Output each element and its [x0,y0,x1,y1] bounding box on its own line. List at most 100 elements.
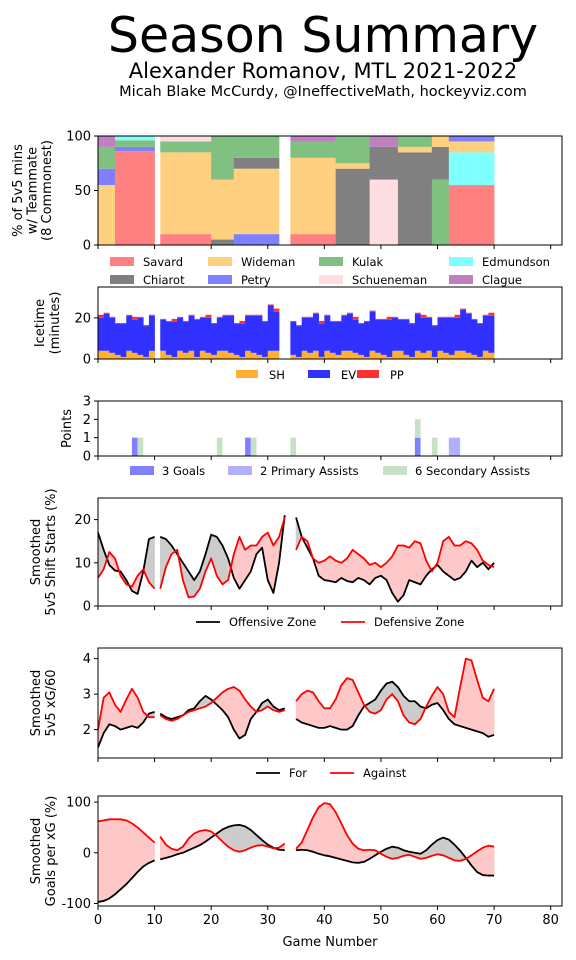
teammate-share-bar [437,146,444,180]
icetime-bar [250,352,257,359]
teammate-share-bar [482,185,489,245]
y-axis-label: Smoothed [29,818,44,884]
icetime-bar [307,316,314,318]
y-axis-label: 5v5 Shift Starts (%) [44,488,59,615]
xg60-legend: For Against [256,766,407,780]
teammate-share-bar [239,234,246,245]
teammate-share-bar [392,179,399,245]
series-line-against [295,802,495,862]
teammate-share-bar [465,141,472,153]
icetime-bar [120,356,127,359]
icetime-bar [397,318,404,320]
teammate-share-bar [171,141,178,153]
difference-fill [324,802,331,857]
icetime-bar [262,356,269,359]
teammate-share-bar [471,185,478,245]
teammate-share-bar [273,136,280,158]
series-line-defensive-zone [97,551,156,590]
teammate-share-bar [160,234,167,245]
teammate-share-bar [471,141,478,153]
teammate-share-bar [403,136,410,147]
icetime-bar [409,323,416,325]
teammate-share-bar [131,136,138,141]
icetime-bar [126,350,133,359]
teammate-share-bar [103,185,110,245]
teammate-share-bar [426,152,433,245]
icetime-bar [143,326,150,357]
teammate-share-bar [205,141,212,153]
icetime-bar [205,352,212,359]
teammate-share-bar [392,136,399,147]
teammate-share-bar [477,185,484,245]
y-tick-label: 0 [83,846,91,861]
teammate-share-bar [482,141,489,153]
teammate-share-bar [414,136,421,147]
icetime-bar [160,319,167,351]
icetime-bar [335,321,342,355]
teammate-share-bar [165,141,172,153]
teammate-share-bar [431,179,438,245]
difference-fill [352,549,359,583]
icetime-bar [488,352,495,359]
series-line-for [295,836,495,877]
series-line-against [159,686,286,722]
teammate-share-bar [375,179,382,245]
teammate-share-bar [194,141,201,153]
icetime-bar [465,312,472,314]
teammate-share-bar [182,136,189,142]
y-tick-label: 100 [66,130,91,145]
icetime-bar [148,314,155,316]
icetime-bar [109,316,116,318]
teammate-share-bar [131,151,138,245]
icetime-bar [143,356,150,359]
teammate-share-bar [369,136,376,147]
icetime-bar [188,315,195,351]
teammate-share-bar [262,168,269,235]
legend-label-petry: Petry [241,273,271,287]
icetime-bar [358,323,365,325]
icetime-bar [335,354,342,359]
x-tick-label: 40 [316,913,333,928]
teammate-share-bar [137,140,144,147]
teammate-share-bar [126,146,133,152]
icetime-bar [460,309,467,351]
icetime-bar [148,315,155,351]
icetime-bar [369,310,376,312]
teammate-share-bar [301,141,308,158]
teammate-share-bar [143,136,150,141]
icetime-bar [341,350,348,359]
legend-swatch-pp [357,370,379,378]
series-line-for [97,711,155,748]
teammate-share-bar [177,136,184,142]
x-tick-label: 10 [146,913,163,928]
legend-label-ev: EV [341,368,356,382]
teammate-share-bar [330,136,336,142]
icetime-bar [239,356,246,359]
legend-swatch [383,466,407,475]
icetime-bar [414,313,421,351]
icetime-bar [318,324,325,357]
icetime-bar [216,350,223,359]
teammate-share-bar [307,234,314,245]
axes-frame [97,647,563,759]
teammate-share-bar [194,152,201,235]
icetime-bar [228,315,235,353]
teammate-share-bar [369,179,376,245]
teammate-share-bar [233,168,240,235]
teammate-share-bar [267,168,274,235]
teammate-share-bar [233,136,240,158]
icetime-bar [431,325,438,327]
teammate-share-bar [313,157,319,235]
teammate-share-bar [324,157,331,235]
series-line-against [295,657,495,726]
difference-fill [324,708,331,729]
legend-swatch-kulak [319,257,343,266]
teammate-share-bar [346,163,353,169]
icetime-bar [380,318,387,320]
teammate-share-bar [307,136,314,142]
icetime-bar [369,350,376,359]
teammate-share-bar [313,136,319,142]
teammate-share-bar [471,136,478,142]
difference-fill [131,822,138,879]
icetime-bar [205,317,212,353]
